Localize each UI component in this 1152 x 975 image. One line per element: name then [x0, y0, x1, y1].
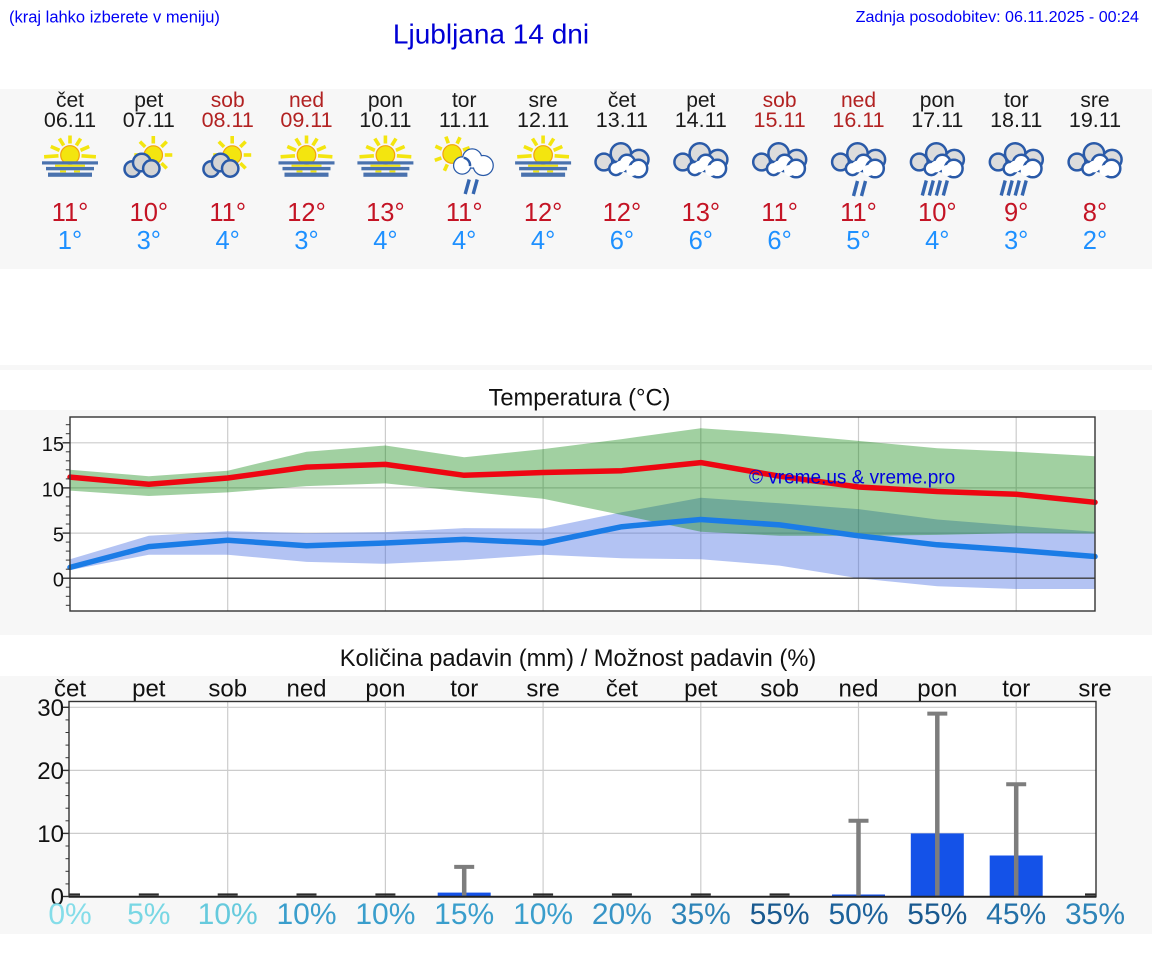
svg-text:10: 10 [37, 821, 64, 848]
svg-text:pet: pet [134, 89, 163, 112]
svg-text:6°: 6° [689, 227, 713, 255]
svg-text:pet: pet [684, 676, 718, 703]
svg-text:18.11: 18.11 [990, 108, 1042, 132]
svg-text:čet: čet [54, 676, 86, 703]
svg-text:06.11: 06.11 [44, 108, 96, 132]
svg-text:sre: sre [1080, 89, 1109, 112]
svg-text:tor: tor [452, 89, 477, 112]
svg-text:4°: 4° [925, 227, 949, 255]
svg-text:0: 0 [51, 884, 64, 911]
svg-text:5: 5 [53, 525, 64, 547]
svg-text:6°: 6° [767, 227, 791, 255]
svg-text:15.11: 15.11 [753, 108, 805, 132]
svg-text:5%: 5% [127, 898, 170, 931]
svg-text:10.11: 10.11 [359, 108, 411, 132]
svg-text:čet: čet [608, 89, 636, 112]
svg-text:10°: 10° [130, 199, 169, 227]
svg-text:07.11: 07.11 [123, 108, 175, 132]
svg-text:10%: 10% [276, 898, 336, 931]
svg-text:2°: 2° [1083, 227, 1107, 255]
svg-text:50%: 50% [828, 898, 888, 931]
svg-text:3°: 3° [137, 227, 161, 255]
svg-text:sre: sre [1078, 676, 1111, 703]
svg-text:pet: pet [686, 89, 715, 112]
svg-text:4°: 4° [373, 227, 397, 255]
svg-text:20%: 20% [592, 898, 652, 931]
svg-text:pet: pet [132, 676, 166, 703]
svg-text:3°: 3° [294, 227, 318, 255]
svg-text:Temperatura (°C): Temperatura (°C) [489, 386, 671, 412]
svg-text:55%: 55% [750, 898, 810, 931]
svg-text:9°: 9° [1004, 199, 1028, 227]
svg-text:20: 20 [37, 758, 64, 785]
svg-text:pon: pon [365, 676, 405, 703]
svg-text:Ljubljana 14 dni: Ljubljana 14 dni [393, 19, 589, 50]
svg-text:6°: 6° [610, 227, 634, 255]
svg-text:17.11: 17.11 [911, 108, 963, 132]
svg-text:(kraj lahko izberete v meniju): (kraj lahko izberete v meniju) [9, 9, 220, 27]
svg-text:tor: tor [1002, 676, 1030, 703]
svg-text:10%: 10% [355, 898, 415, 931]
svg-text:10%: 10% [513, 898, 573, 931]
svg-text:12°: 12° [524, 199, 563, 227]
svg-text:10%: 10% [198, 898, 258, 931]
svg-text:09.11: 09.11 [280, 108, 332, 132]
svg-text:5°: 5° [846, 227, 870, 255]
svg-text:ned: ned [289, 89, 324, 112]
svg-text:19.11: 19.11 [1069, 108, 1121, 132]
svg-text:tor: tor [1004, 89, 1029, 112]
svg-text:16.11: 16.11 [832, 108, 884, 132]
svg-text:11°: 11° [446, 199, 483, 227]
svg-text:12°: 12° [287, 199, 326, 227]
svg-text:30: 30 [37, 695, 64, 722]
svg-text:čet: čet [56, 89, 84, 112]
svg-text:35%: 35% [1065, 898, 1125, 931]
svg-text:0%: 0% [48, 898, 91, 931]
svg-text:45%: 45% [986, 898, 1046, 931]
svg-text:sob: sob [208, 676, 247, 703]
svg-text:sob: sob [763, 89, 797, 112]
svg-text:10°: 10° [918, 199, 957, 227]
svg-text:11°: 11° [761, 199, 798, 227]
svg-text:ned: ned [286, 676, 326, 703]
svg-text:12°: 12° [603, 199, 642, 227]
svg-text:13.11: 13.11 [596, 108, 648, 132]
svg-text:pon: pon [368, 89, 403, 112]
svg-text:14.11: 14.11 [675, 108, 727, 132]
svg-text:sob: sob [760, 676, 799, 703]
svg-text:pon: pon [920, 89, 955, 112]
svg-text:11°: 11° [52, 199, 89, 227]
svg-text:0: 0 [53, 570, 64, 592]
svg-text:4°: 4° [531, 227, 555, 255]
svg-text:4°: 4° [452, 227, 476, 255]
svg-text:čet: čet [606, 676, 638, 703]
svg-text:08.11: 08.11 [202, 108, 254, 132]
svg-text:12.11: 12.11 [517, 108, 569, 132]
svg-text:3°: 3° [1004, 227, 1028, 255]
svg-text:8°: 8° [1083, 199, 1107, 227]
svg-text:15: 15 [42, 434, 64, 456]
svg-text:35%: 35% [671, 898, 731, 931]
svg-text:11.11: 11.11 [439, 108, 490, 132]
svg-text:55%: 55% [907, 898, 967, 931]
svg-text:pon: pon [917, 676, 957, 703]
svg-text:11°: 11° [840, 199, 877, 227]
svg-text:tor: tor [450, 676, 478, 703]
svg-text:4°: 4° [216, 227, 240, 255]
svg-text:11°: 11° [209, 199, 246, 227]
svg-text:ned: ned [841, 89, 876, 112]
svg-text:13°: 13° [366, 199, 405, 227]
svg-text:ned: ned [838, 676, 878, 703]
svg-text:10: 10 [42, 479, 64, 501]
svg-text:sob: sob [211, 89, 245, 112]
svg-text:Zadnja posodobitev: 06.11.2025: Zadnja posodobitev: 06.11.2025 - 00:24 [856, 8, 1139, 26]
svg-text:sre: sre [526, 676, 559, 703]
svg-text:1°: 1° [58, 227, 82, 255]
svg-text:Količina padavin (mm) / Možnos: Količina padavin (mm) / Možnost padavin … [340, 646, 817, 672]
svg-text:sre: sre [529, 89, 558, 112]
svg-text:© vreme.us & vreme.pro: © vreme.us & vreme.pro [749, 468, 955, 489]
svg-text:13°: 13° [682, 199, 721, 227]
svg-text:15%: 15% [434, 898, 494, 931]
